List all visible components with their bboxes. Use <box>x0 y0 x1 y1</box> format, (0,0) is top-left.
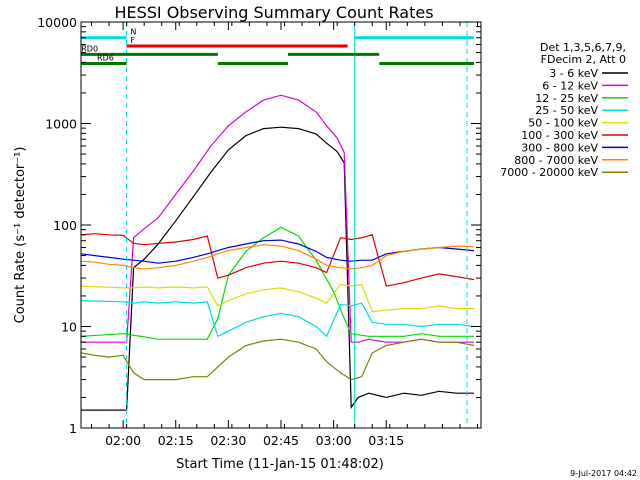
series-line-12-25-kev <box>80 226 474 340</box>
y-axis-label: Count Rate (s⁻¹ detector⁻¹) <box>13 147 28 324</box>
state-label-rd6: RD6 <box>97 54 114 63</box>
state-label-f: F <box>130 36 135 45</box>
x-tick-label: 02:00 <box>105 433 141 448</box>
legend: Det 1,3,5,6,7,9,FDecim 2, Att 03 - 6 keV… <box>500 41 628 179</box>
x-tick-label: 03:15 <box>368 433 404 448</box>
legend-label-25-50-kev: 25 - 50 keV <box>535 104 598 117</box>
state-label-n: N <box>130 28 136 37</box>
legend-header-line: Det 1,3,5,6,7,9, <box>540 41 626 54</box>
series-line-50-100-kev <box>80 283 474 313</box>
state-label-rd0: RD0 <box>81 44 98 53</box>
legend-label-50-100-kev: 50 - 100 keV <box>528 117 598 130</box>
y-tick-label: 1 <box>69 421 77 436</box>
y-tick-label: 1000 <box>45 117 77 132</box>
series-line-7000-20000-kev <box>80 338 475 381</box>
legend-label-300-800-kev: 300 - 800 keV <box>521 141 598 154</box>
legend-label-3-6-kev: 3 - 6 keV <box>549 67 598 80</box>
legend-label-800-7000-kev: 800 - 7000 keV <box>514 154 598 167</box>
series-line-300-800-kev <box>80 239 475 264</box>
series-line-3-6-kev <box>81 126 474 411</box>
y-tick-label: 10 <box>61 320 77 335</box>
x-axis-label: Start Time (11-Jan-15 01:48:02) <box>176 457 384 472</box>
x-tick-label: 02:45 <box>263 433 299 448</box>
legend-label-6-12-kev: 6 - 12 keV <box>542 79 598 92</box>
legend-label-7000-20000-kev: 7000 - 20000 keV <box>500 166 598 179</box>
y-tick-label: 100 <box>53 218 77 233</box>
x-tick-label: 02:15 <box>158 433 194 448</box>
x-tick-label: 03:00 <box>316 433 352 448</box>
footer-timestamp: 9-Jul-2017 04:42 <box>570 469 637 478</box>
series-line-100-300-kev <box>80 233 475 287</box>
legend-header-line: FDecim 2, Att 0 <box>541 53 626 66</box>
legend-label-100-300-kev: 100 - 300 keV <box>521 129 598 142</box>
series-line-25-50-kev <box>80 300 475 338</box>
chart-title: HESSI Observing Summary Count Rates <box>114 3 433 22</box>
x-axis: 02:00 02:15 02:30 02:45 03:00 03:15 <box>91 22 478 448</box>
y-axis: 1 10 100 1000 10000 <box>37 15 481 436</box>
x-tick-label: 02:30 <box>210 433 246 448</box>
series-line-800-7000-kev <box>80 244 475 270</box>
legend-label-12-25-kev: 12 - 25 keV <box>535 92 598 105</box>
y-tick-label: 10000 <box>37 15 77 30</box>
